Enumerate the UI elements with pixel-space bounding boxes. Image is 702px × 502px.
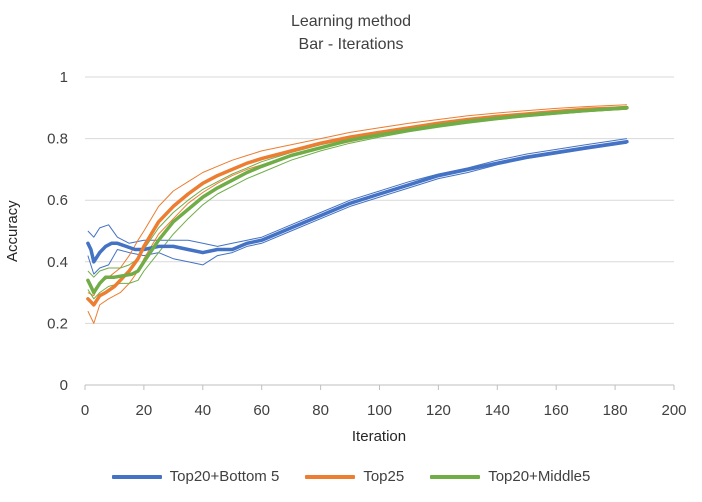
gridlines: [85, 76, 674, 324]
legend-item: Top20+Middle5: [430, 468, 590, 485]
y-tick-label: 0.2: [47, 315, 68, 332]
series-line-top20-middle5: [86, 106, 629, 295]
x-axis-title: Iteration: [351, 428, 407, 445]
series-upper-bound-top25: [87, 104, 627, 297]
x-tick-label: 80: [312, 402, 329, 419]
series-upper-bound-top20-bottom-5: [87, 138, 627, 247]
series-lower-bound-top20-bottom-5: [87, 142, 627, 275]
tick-labels: 0 0.2 0.4 0.6 0.8 1 0 20 40 60 80 100 120 140 160 180 20…: [47, 69, 686, 419]
legend-item: Top20+Bottom 5: [111, 468, 280, 485]
x-tick-label: 20: [136, 402, 153, 419]
x-tick-label: 120: [426, 402, 451, 419]
legend-label-top20-middle5: Top20+Middle5: [488, 468, 591, 485]
x-tick-label: 100: [367, 402, 392, 419]
x-tick-label: 180: [603, 402, 628, 419]
x-tick-label: 60: [253, 402, 270, 419]
series-lines: [86, 106, 629, 307]
legend-swatch-top20-middle5: [430, 474, 481, 479]
x-tick-label: 0: [81, 402, 89, 419]
y-tick-label: 0.8: [47, 131, 68, 148]
axes: [84, 384, 675, 390]
y-axis-title: Accuracy: [4, 200, 21, 262]
chart-title: Learning method: [290, 13, 412, 30]
x-tick-label: 140: [485, 402, 510, 419]
legend: Top20+Bottom 5 Top25 Top20+Middle5: [0, 468, 702, 485]
y-tick-label: 0.4: [47, 254, 68, 271]
legend-swatch-top25: [305, 474, 356, 479]
x-tick-label: 160: [544, 402, 569, 419]
y-tick-label: 0: [60, 377, 68, 394]
chart-subtitle: Bar - Iterations: [298, 36, 404, 53]
y-tick-label: 1: [60, 69, 68, 86]
series-line-top20-bottom-5: [86, 139, 629, 264]
legend-label-top20-bottom5: Top20+Bottom 5: [169, 468, 280, 485]
series-line-top25: [86, 106, 629, 307]
y-tick-label: 0.6: [47, 192, 68, 209]
x-tick-label: 200: [661, 402, 686, 419]
legend-item: Top25: [305, 468, 404, 485]
legend-swatch-top20-bottom5: [111, 474, 162, 479]
x-tick-label: 40: [194, 402, 211, 419]
series-upper-bound-top20-middle5: [87, 105, 627, 278]
legend-label-top25: Top25: [363, 468, 405, 485]
